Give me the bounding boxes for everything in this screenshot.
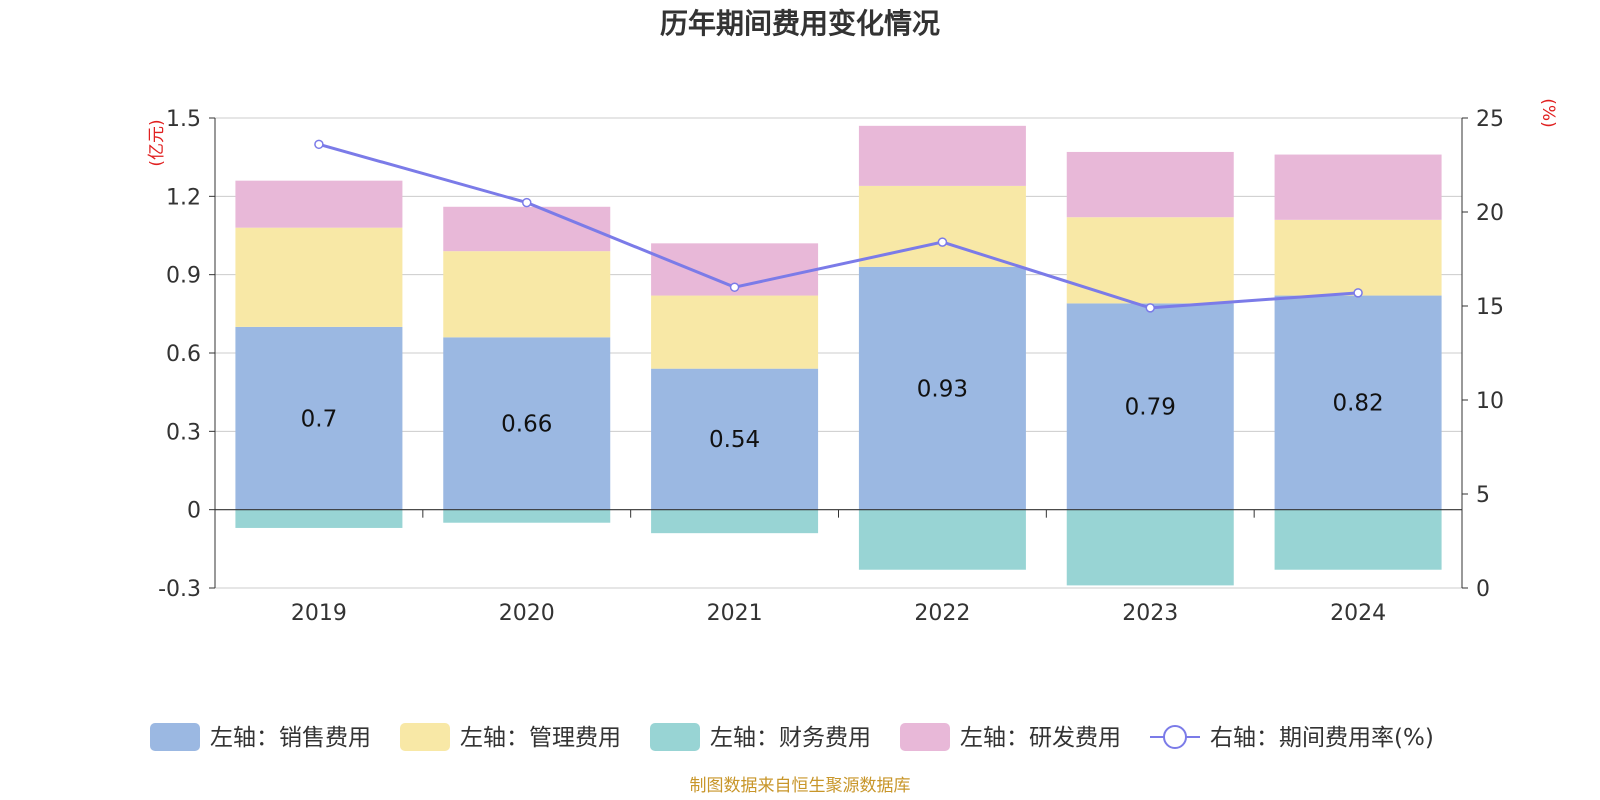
left-tick-label: 0.6	[166, 342, 201, 367]
left-tick-label: 1.5	[166, 107, 201, 132]
bar-segment	[651, 509, 819, 534]
bar-segment	[651, 368, 819, 510]
right-tick-label: 15	[1476, 295, 1504, 320]
bar-segment	[443, 337, 611, 510]
axes: -0.3 0 0.3 0.6 0.9 1.2 1.5 0 5 10 15 20 25 (亿元) (%) 201…	[147, 98, 1558, 626]
bar-segment	[1066, 151, 1234, 218]
left-tick-label: 0.9	[166, 264, 201, 289]
x-tick-label: 2021	[707, 601, 763, 626]
x-tick-label: 2019	[291, 601, 347, 626]
right-tick-label: 10	[1476, 389, 1504, 414]
bar-segment	[1274, 509, 1442, 570]
legend-label: 左轴：销售费用	[210, 725, 371, 751]
bar-segment	[651, 295, 819, 369]
x-tick-label: 2023	[1122, 601, 1178, 626]
bar-segment	[1066, 303, 1234, 510]
rate-point	[1145, 303, 1155, 313]
rate-point	[1353, 288, 1363, 298]
legend-label: 右轴：期间费用率(%)	[1210, 725, 1434, 751]
bar-data-label: 0.93	[917, 376, 968, 402]
legend-swatch	[150, 723, 200, 751]
legend-label: 左轴：研发费用	[960, 725, 1121, 751]
bar-segment	[858, 125, 1026, 186]
legend-label: 左轴：管理费用	[460, 725, 621, 751]
bar-segment	[858, 266, 1026, 510]
grid	[215, 117, 1462, 589]
bar-segment	[1274, 219, 1442, 296]
rate-point	[522, 197, 532, 208]
rate-point	[314, 139, 324, 150]
bar-segment	[443, 509, 611, 523]
bar-segment	[235, 180, 403, 228]
chart-title: 历年期间费用变化情况	[660, 7, 940, 40]
right-tick-label: 0	[1476, 577, 1490, 602]
legend-swatch	[650, 723, 700, 751]
left-tick-label: 0	[187, 499, 201, 524]
rate-point	[937, 237, 948, 247]
x-tick-label: 2022	[914, 601, 970, 626]
bar-data-label: 0.7	[301, 406, 338, 432]
left-tick-label: 0.3	[166, 420, 201, 445]
bar-data-label: 0.66	[501, 412, 552, 438]
rate-line	[314, 139, 1363, 313]
right-tick-label: 25	[1476, 107, 1504, 132]
bar-data-label: 0.54	[709, 427, 760, 453]
bar-segment	[1274, 154, 1442, 220]
legend-label: 左轴：财务费用	[710, 725, 871, 751]
x-tick-label: 2024	[1330, 601, 1386, 626]
legend-marker	[1163, 725, 1187, 749]
bar-segment	[1274, 295, 1442, 510]
right-tick-label: 20	[1476, 201, 1504, 226]
bar-segment	[858, 509, 1026, 570]
bars	[235, 125, 1442, 586]
legend: 左轴：销售费用 左轴：管理费用 左轴：财务费用 左轴：研发费用 右轴：期间费用率(%)	[150, 723, 1434, 751]
left-axis-unit: (亿元)	[147, 119, 167, 166]
rate-polyline	[318, 142, 1359, 310]
bar-segment	[443, 206, 611, 252]
bar-data-label: 0.82	[1332, 391, 1383, 417]
bar-segment	[443, 251, 611, 338]
bar-segment	[235, 227, 403, 327]
bar-labels: 0.7 0.66 0.54 0.93 0.79 0.82	[301, 376, 1384, 453]
bar-segment	[235, 509, 403, 528]
bar-data-label: 0.79	[1125, 395, 1176, 421]
x-tick-label: 2020	[499, 601, 555, 626]
left-tick-label: -0.3	[158, 577, 201, 602]
bar-segment	[235, 326, 403, 510]
left-tick-label: 1.2	[166, 185, 201, 210]
legend-swatch	[400, 723, 450, 751]
right-tick-label: 5	[1476, 483, 1490, 508]
rate-point	[729, 282, 740, 292]
bar-segment	[1066, 509, 1234, 586]
legend-swatch	[900, 723, 950, 751]
source-note: 制图数据来自恒生聚源数据库	[690, 776, 911, 796]
right-axis-unit: (%)	[1538, 98, 1558, 127]
